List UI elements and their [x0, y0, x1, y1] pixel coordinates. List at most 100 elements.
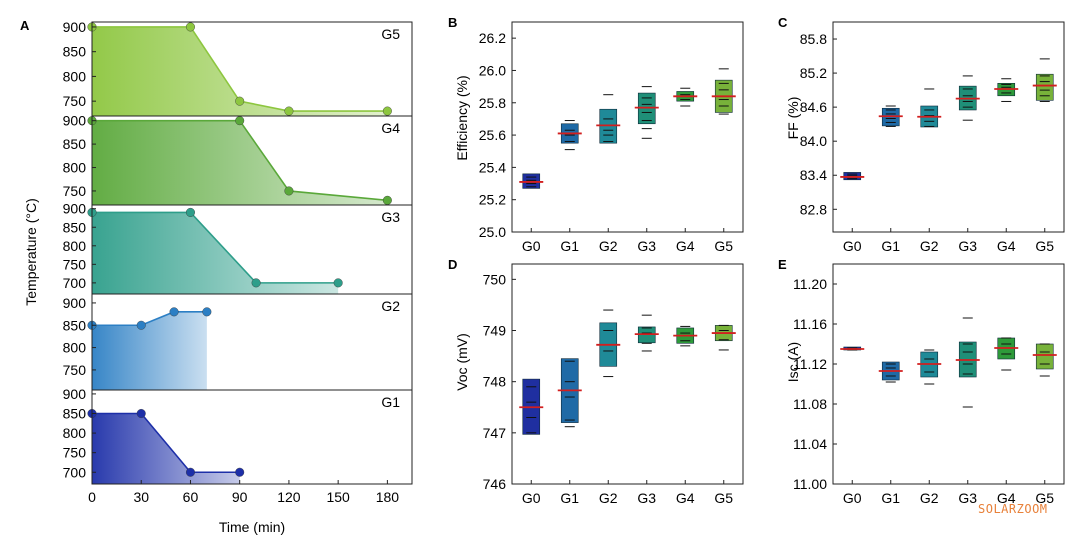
panel-b: B Efficiency (%) 26.2 26.0 25.8 25.6 25.4 25.2 2… [448, 15, 744, 254]
tick-label: 700 [63, 275, 87, 291]
category-label: G5 [1035, 238, 1054, 254]
panel-label-e: E [778, 257, 787, 272]
tick-label: 900 [63, 386, 87, 402]
category-label: G3 [637, 238, 656, 254]
tick-label: 25.2 [479, 192, 506, 208]
tick-label: 750 [483, 271, 507, 287]
point-g5 [284, 106, 294, 116]
panel-label-b: B [448, 15, 457, 30]
point-g5 [235, 96, 245, 106]
category-label: G2 [920, 490, 939, 506]
tick-label: 850 [63, 406, 87, 422]
category-label: G5 [1035, 490, 1054, 506]
panel-a-row-g2: 900 850 800 750 G2 [63, 293, 413, 391]
category-label: G4 [997, 490, 1016, 506]
panel-a-row-g1: 900 850 800 750 700 G1 [63, 386, 413, 485]
point-g1 [235, 467, 245, 477]
tick-label: 85.2 [800, 65, 827, 81]
tick-label: 746 [483, 476, 507, 492]
category-label: G4 [676, 490, 695, 506]
tick-label: 25.0 [479, 224, 506, 240]
x-tick-label: 90 [232, 489, 248, 505]
x-tick-label: 180 [376, 489, 400, 505]
panel-c-ylabel: FF (%) [785, 97, 801, 140]
category-label: G1 [881, 238, 900, 254]
category-label: G0 [522, 238, 541, 254]
tick-label: 800 [63, 340, 87, 356]
area-g5 [92, 26, 388, 116]
point-g4 [235, 116, 245, 126]
category-label: G3 [958, 238, 977, 254]
tick-label: 747 [483, 425, 507, 441]
panel-a-xlabel: Time (min) [219, 519, 285, 535]
panel-label-a: A [20, 18, 30, 33]
x-tick-label: 60 [183, 489, 199, 505]
tick-label: 748 [483, 374, 507, 390]
tick-label: 84.6 [800, 99, 827, 115]
category-label: G0 [843, 490, 862, 506]
point-g2 [202, 307, 212, 317]
category-label: G0 [843, 238, 862, 254]
tick-label: 11.16 [793, 316, 827, 332]
point-g4 [382, 195, 392, 205]
category-label: G3 [958, 490, 977, 506]
tick-label: 84.0 [800, 133, 827, 149]
tick-label: 750 [63, 256, 87, 272]
line-g3 [92, 211, 339, 284]
tick-label: 900 [63, 295, 87, 311]
tick-label: 800 [63, 68, 87, 84]
category-label: G1 [560, 238, 579, 254]
tick-label: 800 [63, 425, 87, 441]
panel-a-row-g4: 900 850 800 750 G4 [63, 113, 413, 206]
tick-label: 700 [63, 464, 87, 480]
category-label: G2 [599, 490, 618, 506]
category-label: G5 [714, 490, 733, 506]
tick-label: 11.20 [793, 276, 827, 292]
point-g5 [185, 22, 195, 32]
series-label-g5: G5 [381, 26, 400, 42]
panel-a-row-g5: 900 850 800 750 G5 [63, 19, 413, 117]
category-label: G4 [997, 238, 1016, 254]
panel-a-ylabel: Temperature (°C) [23, 198, 39, 306]
category-label: G5 [714, 238, 733, 254]
tick-label: 11.04 [793, 436, 827, 452]
panel-e-ylabel: Isc (A) [785, 342, 801, 382]
tick-label: 900 [63, 201, 87, 217]
tick-label: 25.4 [479, 159, 506, 175]
tick-label: 750 [63, 93, 87, 109]
point-g3 [185, 207, 195, 217]
box-g5 [1035, 73, 1054, 101]
point-g3 [333, 278, 343, 288]
tick-label: 850 [63, 44, 87, 60]
area-g2 [92, 311, 207, 390]
series-label-g1: G1 [381, 394, 400, 410]
category-label: G1 [560, 490, 579, 506]
point-g1 [136, 409, 146, 419]
point-g1 [185, 467, 195, 477]
tick-label: 26.0 [479, 62, 506, 78]
x-tick-label: 150 [326, 489, 350, 505]
area-g4 [92, 120, 388, 205]
tick-label: 850 [63, 136, 87, 152]
tick-label: 11.08 [793, 396, 827, 412]
x-tick-label: 30 [133, 489, 149, 505]
point-g5 [382, 106, 392, 116]
box-g5 [1035, 343, 1054, 370]
tick-label: 850 [63, 317, 87, 333]
category-label: G2 [920, 238, 939, 254]
tick-label: 26.2 [479, 30, 506, 46]
series-label-g2: G2 [381, 298, 400, 314]
panel-label-d: D [448, 257, 457, 272]
tick-label: 82.8 [800, 201, 827, 217]
category-label: G1 [881, 490, 900, 506]
category-label: G3 [637, 490, 656, 506]
tick-label: 749 [483, 323, 507, 339]
tick-label: 850 [63, 219, 87, 235]
tick-label: 900 [63, 19, 87, 35]
tick-label: 85.8 [800, 31, 827, 47]
point-g2 [136, 320, 146, 330]
watermark: SOLARZOOM [978, 502, 1048, 516]
tick-label: 900 [63, 113, 87, 129]
line-g1 [92, 412, 240, 474]
